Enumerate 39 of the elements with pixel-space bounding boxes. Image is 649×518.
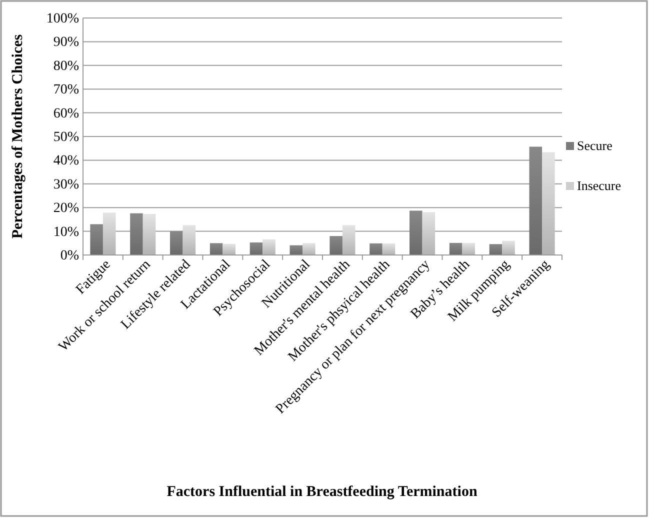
bar (210, 243, 223, 255)
y-axis-title: Percentages of Mothers Choices (10, 34, 26, 239)
bar (142, 214, 156, 255)
y-tick-label: 20% (53, 201, 80, 216)
bar (462, 242, 475, 255)
bar (370, 243, 382, 255)
y-tick-label: 0% (60, 248, 80, 264)
y-tick-label: 90% (53, 35, 80, 50)
bar (449, 242, 462, 255)
bar (422, 212, 436, 255)
y-tick-label: 100% (46, 11, 80, 26)
y-tick-label: 30% (53, 177, 80, 192)
bar (182, 225, 196, 255)
bar (302, 243, 316, 255)
bar (529, 146, 542, 255)
bar (262, 239, 276, 255)
y-tick-label: 60% (53, 106, 80, 122)
bar (170, 231, 183, 255)
bar (382, 243, 396, 255)
y-tick-label: 40% (53, 154, 80, 169)
bar (250, 242, 263, 255)
bar (90, 224, 103, 255)
bar (502, 240, 515, 255)
x-axis-title: Factors Influential in Breastfeeding Termination (166, 484, 478, 500)
bar (410, 210, 422, 255)
bar (222, 244, 236, 255)
bar (130, 213, 143, 255)
y-tick-label: 80% (53, 58, 80, 74)
legend-label: Secure (577, 138, 613, 153)
y-tick-label: 70% (53, 82, 80, 98)
bar (102, 212, 116, 255)
bar (342, 225, 356, 255)
y-tick-label: 50% (53, 130, 80, 145)
bar (330, 236, 342, 255)
bar (542, 152, 555, 255)
legend-label: Insecure (577, 178, 622, 193)
bar (290, 245, 303, 255)
bar (489, 244, 502, 255)
y-tick-label: 10% (53, 224, 80, 240)
